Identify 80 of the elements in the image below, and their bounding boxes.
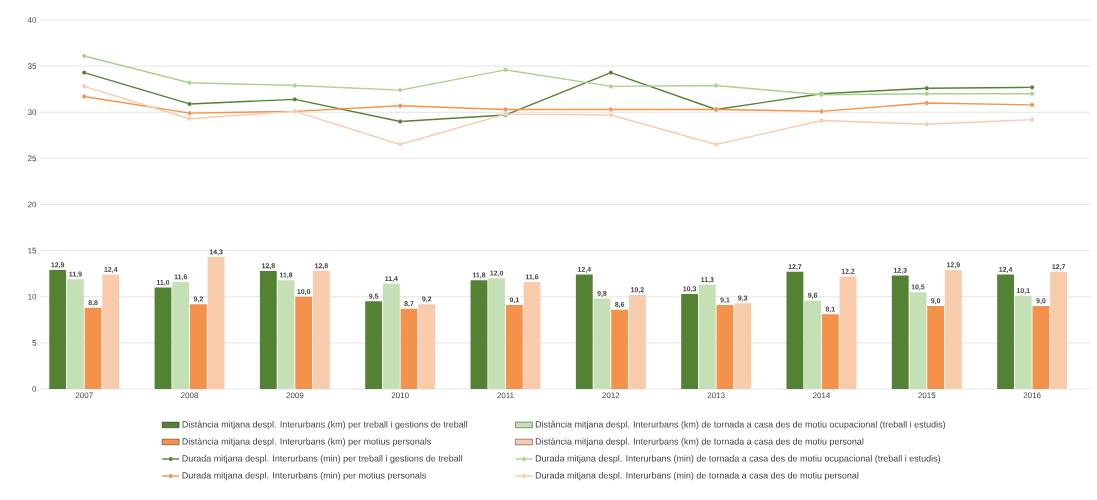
bar bbox=[295, 296, 313, 389]
bar bbox=[909, 292, 927, 389]
legend-label: Durada mitjana despl. Interurbans (min) de tornada a casa des de motiu ocupacional (treball i estudis) bbox=[535, 455, 941, 464]
point bbox=[503, 107, 508, 112]
point bbox=[713, 142, 719, 147]
bar bbox=[839, 276, 857, 389]
point bbox=[81, 94, 87, 99]
point bbox=[187, 80, 192, 86]
bar bbox=[997, 274, 1014, 389]
bar bbox=[786, 271, 804, 389]
bar bbox=[172, 281, 190, 389]
point bbox=[608, 107, 614, 112]
point bbox=[608, 84, 614, 89]
point bbox=[397, 119, 403, 124]
bar bbox=[400, 308, 418, 389]
point bbox=[81, 53, 87, 59]
point bbox=[924, 121, 930, 127]
bar bbox=[575, 274, 593, 389]
point bbox=[924, 91, 930, 97]
point bbox=[608, 70, 614, 75]
bar bbox=[611, 309, 629, 389]
point bbox=[503, 67, 508, 73]
bar bbox=[102, 274, 120, 389]
point bbox=[397, 103, 403, 109]
bar bbox=[189, 304, 207, 389]
legend-label: Distància mitjana despl. Interurbans (km) de tornada a casa des de motiu ocupacional (treball i estudis) bbox=[535, 420, 945, 430]
point bbox=[1029, 84, 1035, 90]
point bbox=[292, 83, 298, 88]
point bbox=[713, 83, 719, 88]
point bbox=[397, 142, 403, 147]
point bbox=[924, 85, 930, 91]
bar bbox=[698, 284, 716, 389]
bar bbox=[1014, 295, 1032, 389]
legend-label: Distància mitjana despl. Interurbans (km) per treball i gestions de treball bbox=[182, 420, 468, 430]
point bbox=[819, 108, 824, 114]
point bbox=[187, 101, 192, 107]
bar bbox=[365, 301, 383, 389]
legend-label: Distància mitjana despl. Interurbans (km) de tornada a casa des de motiu personal bbox=[535, 437, 864, 447]
point bbox=[819, 118, 824, 123]
bar bbox=[593, 298, 611, 389]
point bbox=[1029, 91, 1035, 97]
bar bbox=[716, 305, 734, 389]
point bbox=[81, 84, 87, 89]
bar bbox=[681, 293, 699, 389]
bar bbox=[259, 270, 277, 389]
bar bbox=[927, 305, 945, 389]
point bbox=[187, 116, 192, 122]
point bbox=[292, 96, 298, 102]
legend-label: Durada mitjana despl. Interurbans (min) per motius personals bbox=[182, 472, 426, 481]
point bbox=[1029, 117, 1035, 122]
bar bbox=[628, 294, 646, 389]
point bbox=[81, 70, 87, 75]
legend-label: Durada mitjana despl. Interurbans (min) de tornada a casa des de motiu personal bbox=[535, 472, 859, 481]
bar bbox=[891, 275, 909, 389]
point bbox=[608, 112, 614, 118]
bar bbox=[154, 287, 172, 389]
bar bbox=[312, 270, 330, 389]
point bbox=[397, 87, 403, 93]
bar bbox=[944, 270, 962, 389]
bar bbox=[734, 303, 752, 389]
legend-label: Durada mitjana despl. Interurbans (min) per treball i gestions de treball bbox=[182, 455, 463, 464]
bar bbox=[470, 280, 488, 389]
bar bbox=[382, 283, 400, 389]
bar bbox=[1032, 305, 1050, 389]
point bbox=[924, 100, 930, 106]
legend-label: Distància mitjana despl. Interurbans (km) per motius personals bbox=[182, 437, 431, 447]
bar bbox=[505, 305, 523, 389]
bar bbox=[1050, 271, 1068, 389]
point bbox=[187, 110, 192, 116]
bar bbox=[84, 307, 102, 389]
point bbox=[1029, 102, 1035, 108]
bar bbox=[804, 300, 822, 389]
bar bbox=[523, 281, 541, 389]
bar bbox=[277, 280, 295, 389]
bar bbox=[207, 257, 225, 389]
bar bbox=[488, 278, 506, 389]
bar bbox=[66, 279, 84, 389]
bar bbox=[49, 270, 67, 389]
bar bbox=[821, 314, 839, 389]
bar bbox=[418, 304, 436, 389]
